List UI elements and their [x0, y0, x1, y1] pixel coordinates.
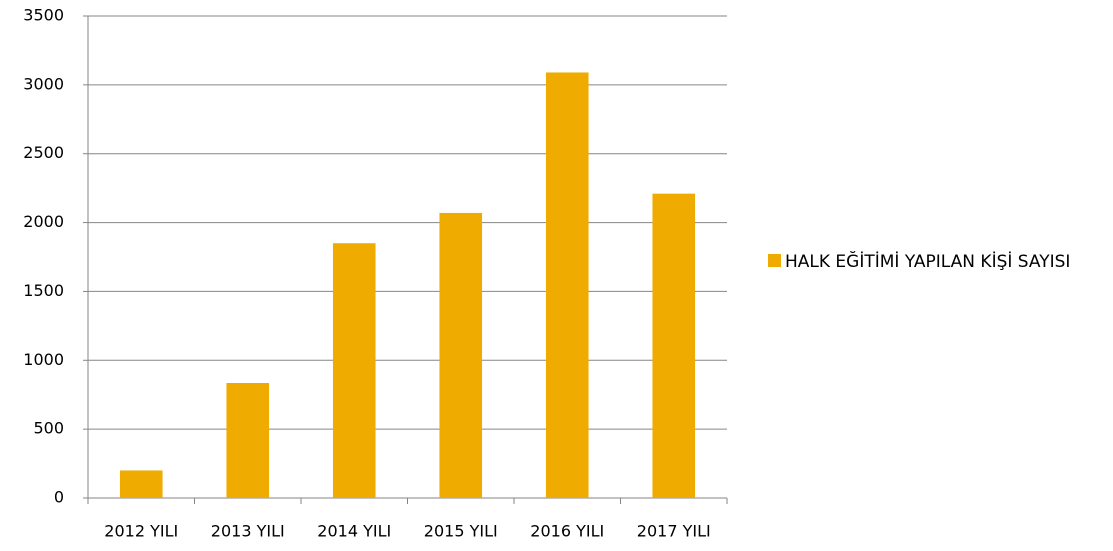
x-tick-label: 2016 YILI: [530, 522, 604, 541]
y-tick-label: 2500: [23, 143, 64, 162]
x-tick-label: 2012 YILI: [104, 522, 178, 541]
y-tick-label: 1000: [23, 350, 64, 369]
x-tick-label: 2014 YILI: [317, 522, 391, 541]
y-tick-label: 500: [33, 419, 64, 438]
bar: [545, 72, 589, 498]
bar: [119, 470, 163, 498]
y-tick-label: 2000: [23, 212, 64, 231]
legend-swatch: [768, 254, 781, 267]
legend: HALK EĞİTİMİ YAPILAN KİŞİ SAYISI: [768, 248, 1113, 276]
bar: [226, 383, 270, 498]
x-tick-label: 2015 YILI: [424, 522, 498, 541]
x-tick-label: 2017 YILI: [637, 522, 711, 541]
bar: [439, 212, 483, 498]
legend-label: HALK EĞİTİMİ YAPILAN KİŞİ SAYISI: [785, 252, 1071, 272]
bar: [652, 193, 696, 498]
y-tick-label: 0: [54, 488, 64, 507]
y-tick-label: 1500: [23, 281, 64, 300]
bar: [332, 243, 376, 498]
y-tick-label: 3000: [23, 74, 64, 93]
y-tick-label: 3500: [23, 6, 64, 25]
x-tick-label: 2013 YILI: [211, 522, 285, 541]
